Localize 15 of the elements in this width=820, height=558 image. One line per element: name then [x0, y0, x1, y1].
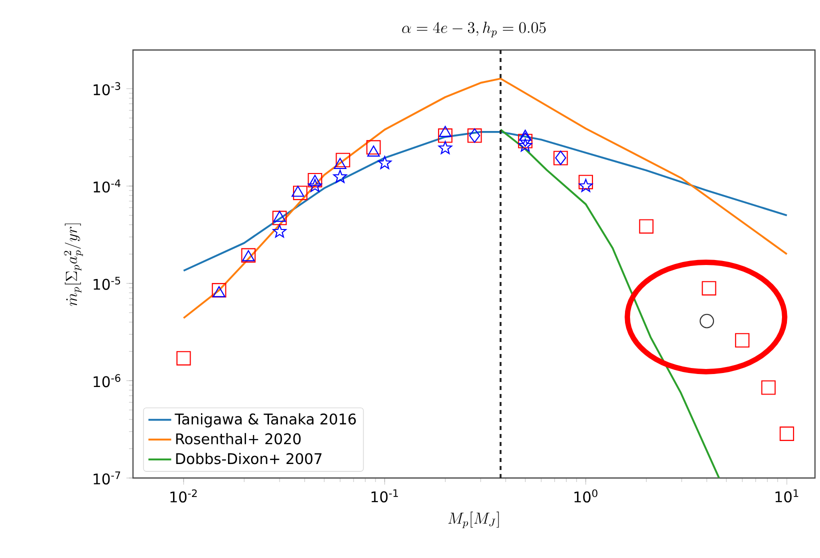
- y-tick-label: 10$^{-4}$: [94, 180, 120, 193]
- legend-label: Dobbs-Dixon+ 2007: [176, 452, 322, 464]
- y-tick-label: 10$^{-5}$: [94, 276, 120, 290]
- x-tick-label: 10$^{-1}$: [372, 489, 398, 502]
- x-axis-title: $M_p [M_J]$: [448, 512, 499, 528]
- x-tick-label: 10$^{1}$: [776, 489, 798, 502]
- legend-label: Rosenthal+ 2020: [176, 433, 301, 444]
- y-axis-title: $\dot{m}_p [\Sigma_p a_p^2 / yr]$: [64, 224, 83, 306]
- chart-title: $\alpha = 4e-3, h_p = 0.05$: [402, 22, 546, 38]
- y-tick-label: 10$^{-7}$: [94, 472, 120, 485]
- x-tick-label: 10$^{-2}$: [170, 489, 197, 503]
- legend-label: Tanigawa & Tanaka 2016: [174, 413, 356, 428]
- y-tick-label: 10$^{-3}$: [94, 82, 120, 96]
- x-tick-label: 10$^{0}$: [574, 489, 598, 503]
- y-tick-label: 10$^{-6}$: [94, 374, 120, 388]
